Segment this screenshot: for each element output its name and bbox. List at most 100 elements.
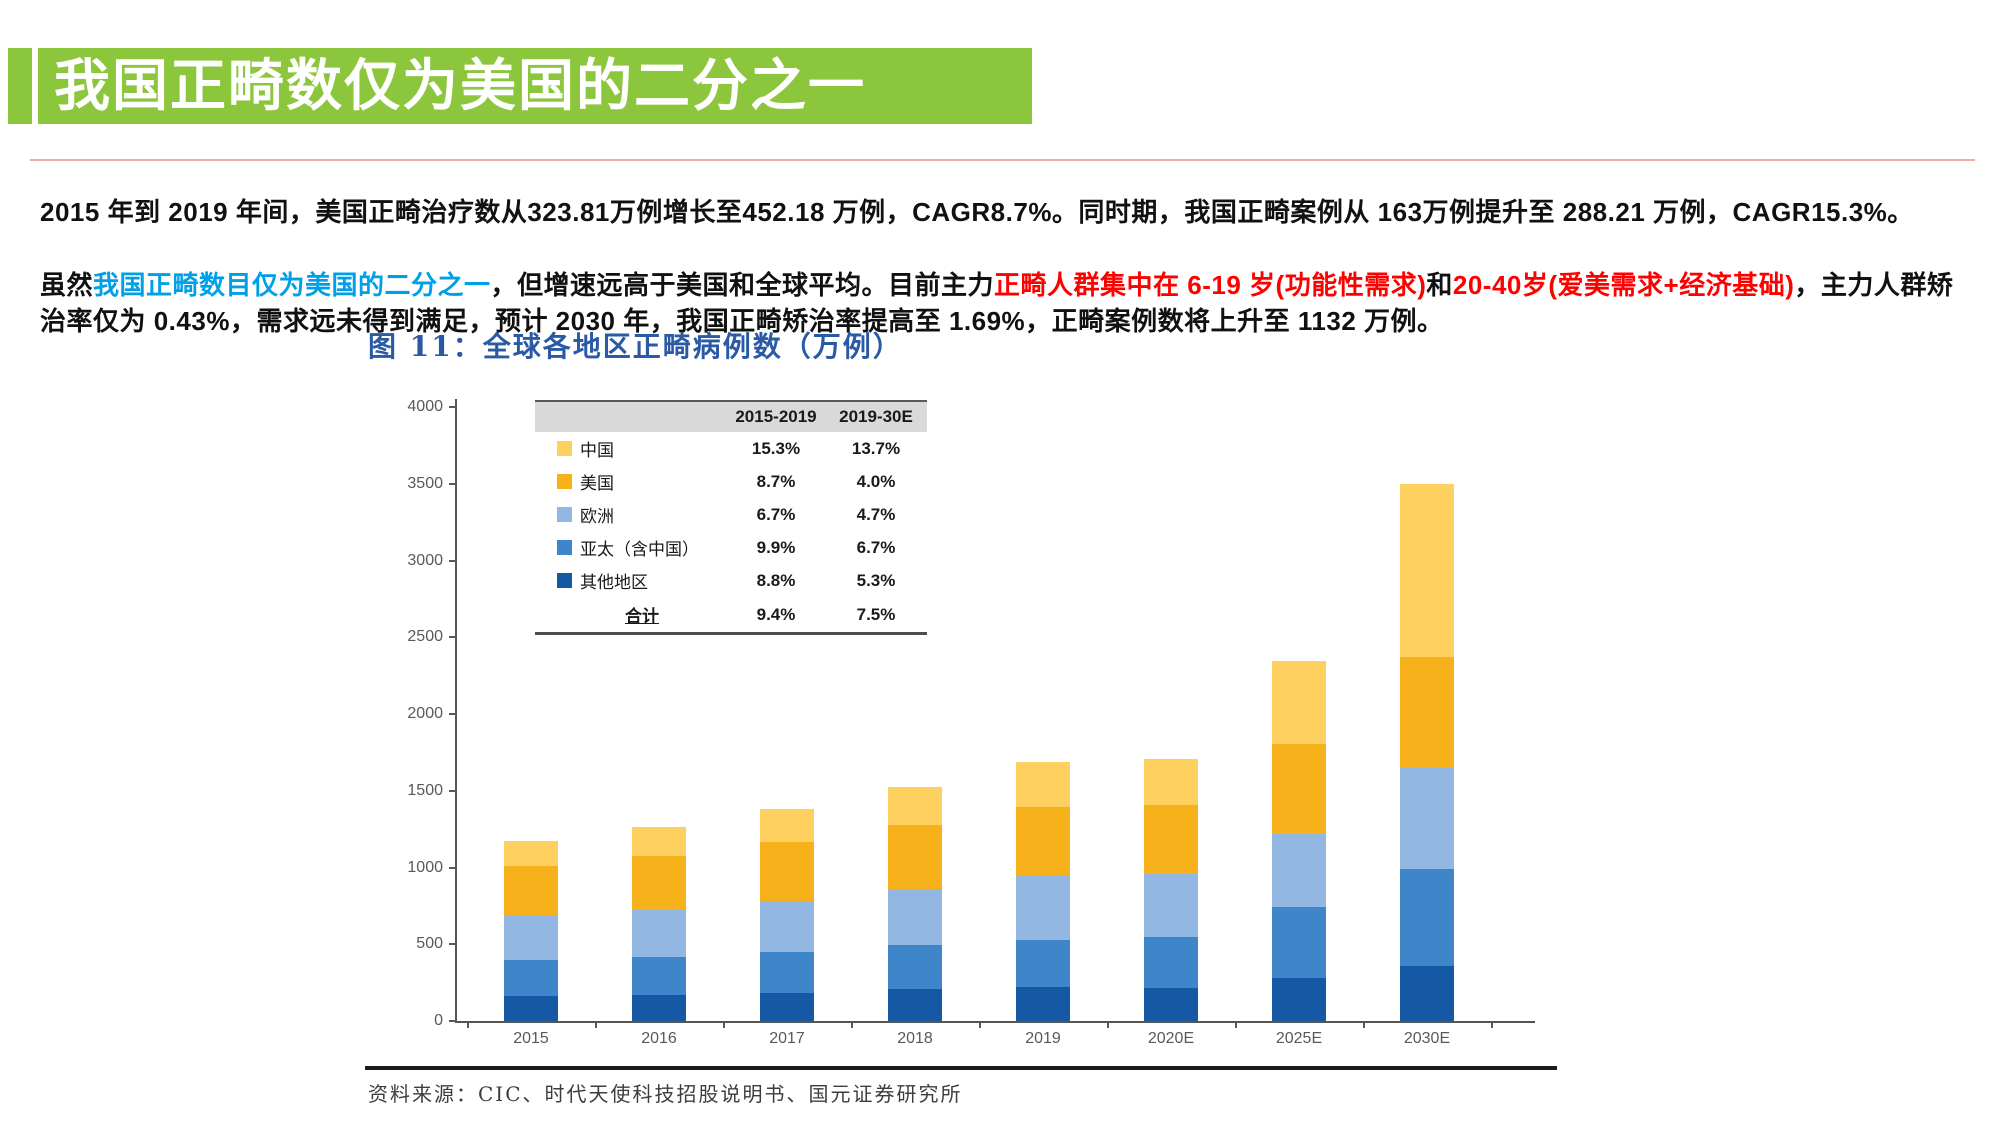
y-tick-label: 3000 (407, 551, 443, 569)
bar-segment-中国-2019 (1016, 762, 1070, 807)
y-tick-label: 4000 (407, 398, 443, 415)
bar-segment-中国-2025E (1272, 661, 1326, 744)
legend-table-row: 合计 9.4% 7.5% (535, 597, 927, 632)
bar-segment-亚太（含中国）-2030E (1400, 869, 1454, 966)
text-segment: ，但增速远高于美国和全球平均。目前主力 (490, 270, 995, 300)
y-tick (449, 406, 457, 408)
x-tick-label: 2016 (641, 1030, 677, 1047)
legend-swatch (557, 474, 572, 489)
bar-segment-中国-2020E (1144, 758, 1198, 805)
legend-series-label: 其他地区 (580, 573, 648, 593)
bar-segment-欧洲-2018 (888, 888, 942, 945)
y-tick-label: 3500 (407, 474, 443, 492)
x-tick (467, 1023, 469, 1028)
bar-segment-美国-2016 (632, 855, 686, 910)
bar-segment-欧洲-2019 (1016, 875, 1070, 940)
y-tick (449, 866, 457, 869)
bar-segment-其他地区-2015 (504, 996, 558, 1021)
legend-series-name: 欧洲 (535, 502, 727, 527)
legend-swatch (557, 540, 572, 555)
legend-cagr-2015-2019: 9.9% (756, 537, 796, 557)
x-tick (1491, 1023, 1493, 1028)
legend-series-label: 亚太（含中国） (580, 540, 699, 560)
bar-segment-中国-2018 (888, 786, 942, 826)
y-tick (449, 789, 457, 792)
y-tick-label: 2500 (407, 628, 443, 646)
legend-cagr-2019-30E: 6.7% (856, 537, 896, 557)
bar-segment-美国-2025E (1272, 743, 1326, 835)
text-segment: 20-40岁(爱美需求+经济基础) (1452, 270, 1795, 300)
legend-cagr-2015-2019: 8.8% (756, 570, 796, 590)
intro-paragraph: 2015 年到 2019 年间，美国正畸治疗数从323.81万例增长至452.1… (40, 197, 1914, 227)
legend-total-cagr-2019-30E: 7.5% (856, 604, 896, 624)
bar-segment-欧洲-2016 (632, 909, 686, 957)
bar-segment-欧洲-2015 (504, 915, 558, 960)
bar-segment-亚太（含中国）-2017 (760, 951, 814, 993)
legend-table-row: 欧洲 6.7% 4.7% (535, 498, 927, 531)
text-segment: 和 (1426, 270, 1453, 300)
legend-series-name: 美国 (535, 469, 727, 494)
legend-cagr-2019-30E: 4.7% (856, 504, 896, 524)
x-tick (1235, 1023, 1237, 1028)
bar-segment-美国-2018 (888, 825, 942, 889)
bar-segment-亚太（含中国）-2020E (1144, 937, 1198, 988)
legend-swatch (557, 573, 572, 588)
y-tick (449, 943, 457, 946)
x-tick-label: 2015 (513, 1030, 549, 1047)
x-tick-label: 2018 (897, 1030, 933, 1047)
legend-series-name: 中国 (535, 436, 727, 461)
legend-series-label: 欧洲 (580, 507, 614, 527)
bar-segment-其他地区-2019 (1016, 987, 1070, 1021)
bar-segment-中国-2030E (1400, 483, 1454, 658)
title-banner: 我国正畸数仅为美国的二分之一 (38, 48, 1032, 124)
y-tick-label: 1500 (407, 781, 443, 799)
bar-segment-美国-2030E (1400, 657, 1454, 768)
x-tick (595, 1023, 597, 1028)
x-tick-label: 2019 (1025, 1030, 1061, 1047)
legend-cagr-2015-2019: 15.3% (751, 438, 801, 458)
legend-total-cagr-2015-2019: 9.4% (756, 604, 796, 624)
legend-cagr-2015-2019: 8.7% (756, 471, 796, 491)
x-tick-label: 2020E (1147, 1030, 1195, 1047)
highlight-paragraph: 虽然我国正畸数目仅为美国的二分之一，但增速远高于美国和全球平均。目前主力正畸人群… (40, 267, 1970, 339)
legend-table-row: 中国 15.3% 13.7% (535, 432, 927, 465)
bar-segment-亚太（含中国）-2018 (888, 945, 942, 989)
bar-segment-其他地区-2025E (1272, 978, 1326, 1021)
text-segment: 虽然 (40, 270, 94, 300)
bar-segment-其他地区-2017 (760, 992, 814, 1021)
page-title: 我国正畸数仅为美国的二分之一 (54, 54, 866, 117)
source-note: 资料来源：CIC、时代天使科技招股说明书、国元证券研究所 (368, 1082, 963, 1106)
y-tick (449, 636, 457, 639)
y-tick-label: 2000 (407, 705, 443, 722)
bar-segment-欧洲-2017 (760, 901, 814, 952)
bar-segment-其他地区-2016 (632, 994, 686, 1021)
bar-segment-其他地区-2030E (1400, 965, 1454, 1021)
bar-segment-中国-2015 (504, 841, 558, 867)
x-tick (851, 1023, 853, 1028)
header-divider-line (30, 159, 1975, 161)
bar-segment-欧洲-2025E (1272, 834, 1326, 908)
legend-cagr-2015-2019: 6.7% (756, 504, 796, 524)
bar-segment-欧洲-2020E (1144, 874, 1198, 938)
bar-segment-亚太（含中国）-2019 (1016, 939, 1070, 988)
y-tick-label: 500 (416, 935, 443, 953)
legend-series-name: 亚太（含中国） (535, 535, 727, 560)
y-tick-label: 0 (434, 1012, 443, 1029)
x-tick (979, 1023, 981, 1028)
y-tick (449, 559, 457, 562)
legend-series-label: 中国 (580, 441, 614, 461)
x-tick (723, 1023, 725, 1028)
bar-segment-美国-2019 (1016, 806, 1070, 876)
y-tick (449, 1020, 457, 1022)
bar-segment-亚太（含中国）-2025E (1272, 907, 1326, 979)
y-tick (449, 713, 457, 715)
legend-cagr-2019-30E: 13.7% (851, 438, 901, 458)
bar-segment-中国-2017 (760, 809, 814, 843)
bar-segment-亚太（含中国）-2015 (504, 959, 558, 997)
legend-cagr-2019-30E: 5.3% (856, 570, 896, 590)
y-axis (455, 399, 457, 1023)
bar-segment-其他地区-2018 (888, 988, 942, 1021)
legend-table-row: 美国 8.7% 4.0% (535, 465, 927, 498)
bar-segment-美国-2020E (1144, 804, 1198, 875)
